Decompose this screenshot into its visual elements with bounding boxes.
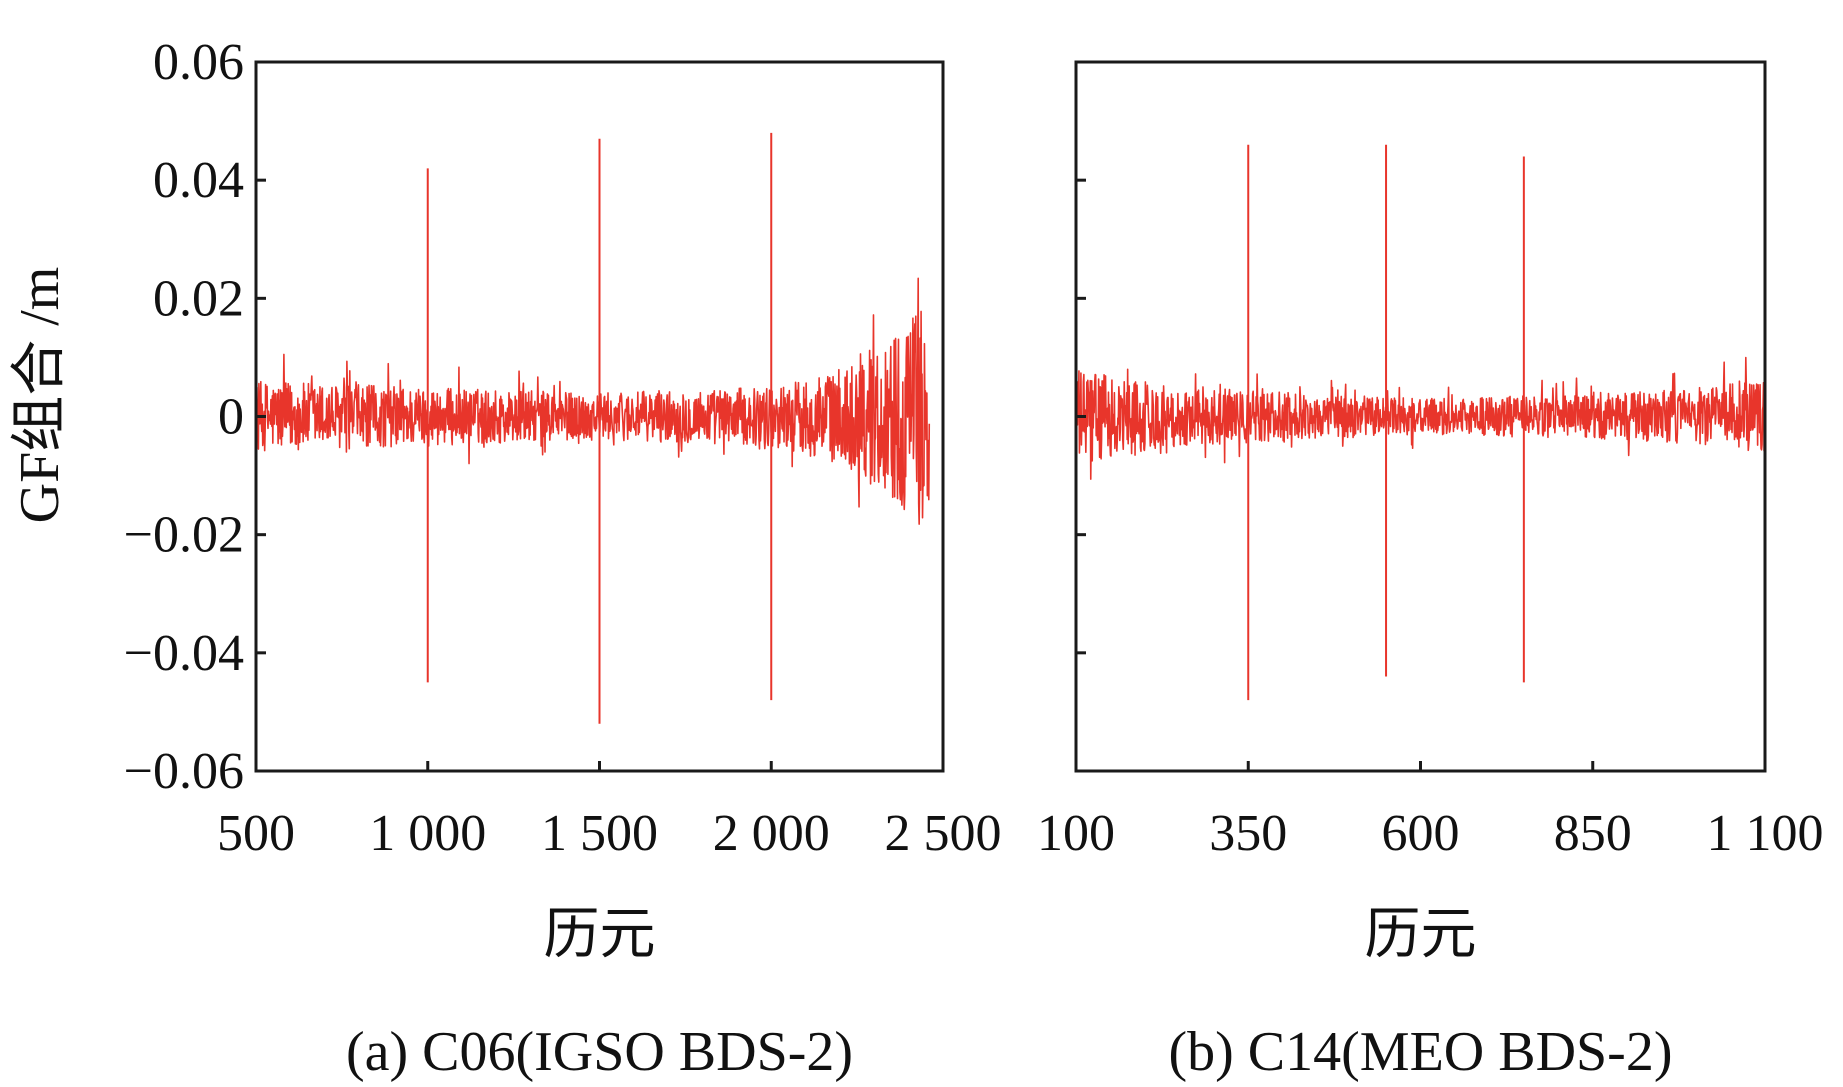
x-tick-label: 1 100 bbox=[1707, 805, 1824, 862]
panel-b-c14: 100 350 600 850 1 100 历元 (b) C14(MEO BDS-2) bbox=[1037, 60, 1824, 1083]
y-tick-label: −0.06 bbox=[124, 743, 244, 800]
gf-series-line bbox=[255, 277, 931, 525]
gf-series-line bbox=[1075, 356, 1766, 480]
panel-b-ticks: 100 350 600 850 1 100 bbox=[1037, 60, 1824, 862]
y-tick-label: 0.06 bbox=[153, 34, 244, 91]
y-tick-label: −0.04 bbox=[124, 625, 244, 682]
x-tick-label: 500 bbox=[217, 805, 295, 862]
panel-a-series bbox=[255, 132, 931, 724]
x-tick-label: 1 500 bbox=[541, 805, 658, 862]
panel-a-x-axis-title: 历元 bbox=[544, 904, 656, 966]
panel-b-series bbox=[1075, 144, 1766, 701]
x-tick-label: 600 bbox=[1382, 805, 1460, 862]
y-tick-label: 0 bbox=[218, 389, 244, 446]
panel-b-x-axis-title: 历元 bbox=[1365, 904, 1477, 966]
y-tick-label: −0.02 bbox=[124, 507, 244, 564]
x-tick-label: 2 500 bbox=[885, 805, 1002, 862]
panel-a-caption: (a) C06(IGSO BDS-2) bbox=[346, 1021, 853, 1083]
y-tick-label: 0.02 bbox=[153, 270, 244, 327]
x-tick-label: 1 000 bbox=[369, 805, 486, 862]
x-tick-label: 350 bbox=[1209, 805, 1287, 862]
x-tick-label: 2 000 bbox=[713, 805, 830, 862]
x-tick-label: 100 bbox=[1037, 805, 1115, 862]
x-tick-label: 850 bbox=[1554, 805, 1632, 862]
y-tick-label: 0.04 bbox=[153, 152, 244, 209]
panel-b-caption: (b) C14(MEO BDS-2) bbox=[1169, 1021, 1673, 1083]
y-axis-title: GF组合 /m bbox=[9, 267, 71, 524]
